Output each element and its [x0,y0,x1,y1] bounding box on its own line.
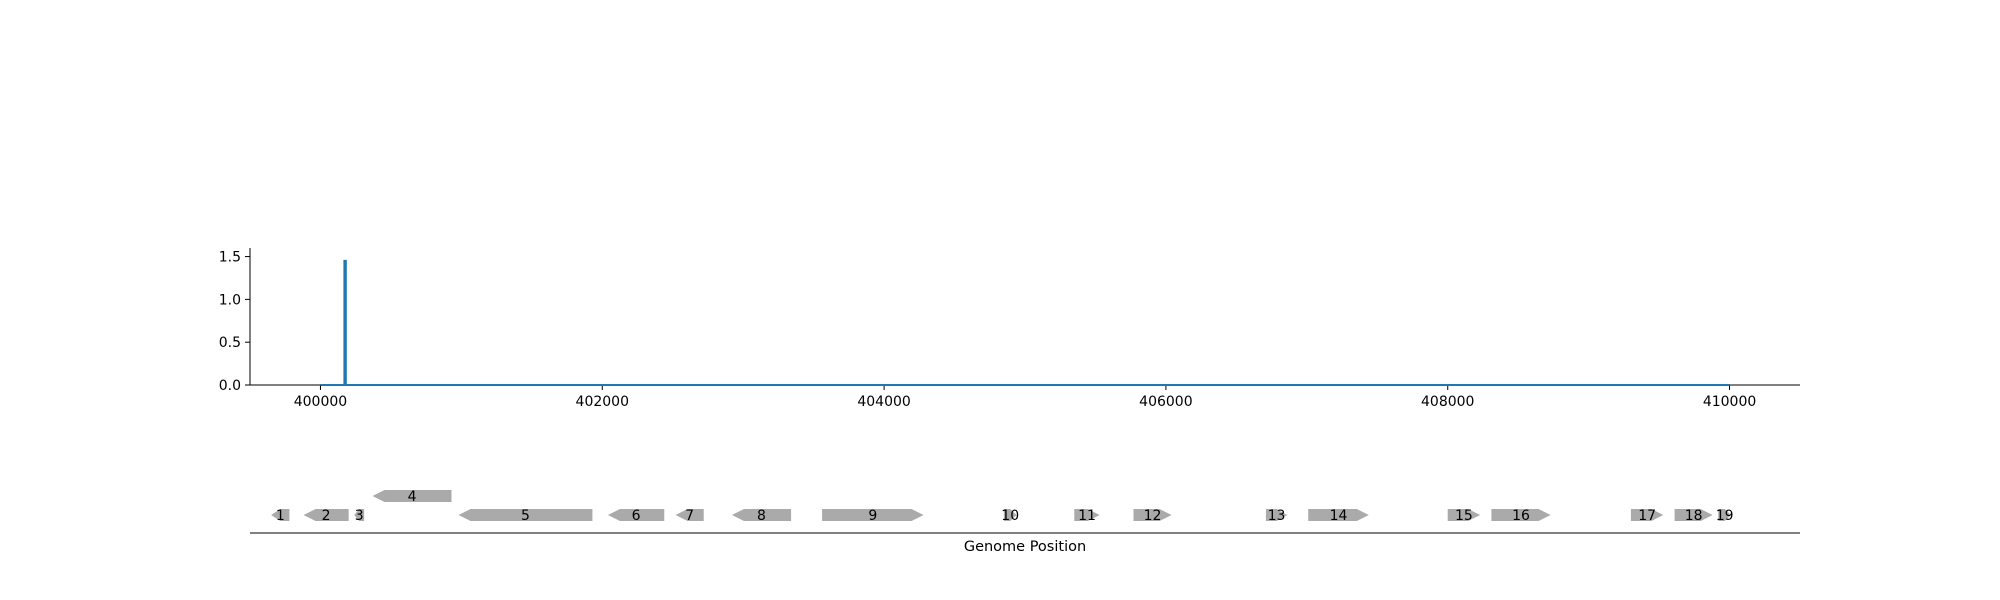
gene-arrow [1003,509,1017,521]
gene-label: 19 [1716,508,1734,524]
gene-label: 4 [408,489,417,505]
gene-label: 5 [521,508,530,524]
x-tick-label: 410000 [1703,394,1756,410]
x-tick-label: 404000 [857,394,910,410]
gene-track-panel: 1 2 345 6 7 8 9 10 11 12 13 14 15 16 17 18 19 [250,489,1800,534]
gene-arrow [1074,509,1100,521]
gene-arrow [607,509,665,521]
x-tick-label: 406000 [1139,394,1192,410]
gene-label: 3 [355,508,364,524]
gene-arrow [1630,509,1664,521]
gene-arrow [354,509,365,521]
gene-arrow [731,509,792,521]
gene-arrow [1674,509,1713,521]
gene-arrow [372,490,452,502]
gene-arrow [1718,509,1731,521]
coverage-line [320,259,1730,386]
gene-label: 7 [685,508,694,524]
x-tick-label: 402000 [576,394,629,410]
gene-label: 8 [757,508,766,524]
gene-arrow [271,509,290,521]
y-tick-label: 1.5 [219,250,241,266]
gene-arrow [1308,509,1369,521]
gene-label: 9 [868,508,877,524]
gene-label: 10 [1001,508,1019,524]
y-tick-label: 0.0 [219,378,241,394]
x-tick-label: 400000 [294,394,347,410]
gene-arrow [1265,509,1288,521]
gene-label: 1 [276,508,285,524]
gene-label: 17 [1638,508,1656,524]
gene-label: 18 [1685,508,1703,524]
gene-label: 6 [632,508,641,524]
y-tick-label: 1.0 [219,292,241,308]
x-tick-label: 408000 [1421,394,1474,410]
gene-label: 16 [1512,508,1530,524]
gene-label: 15 [1455,508,1473,524]
gene-arrow [458,509,593,521]
x-axis-label: Genome Position [964,539,1086,555]
coverage-panel: 400000 402000 404000 406000 408000 410000 0.0 0… [219,248,1800,410]
gene-arrow [1133,509,1172,521]
gene-label: 11 [1078,508,1096,524]
gene-label: 13 [1268,508,1286,524]
gene-label: 12 [1144,508,1162,524]
y-tick-label: 0.5 [219,335,241,351]
gene-arrow [1491,509,1551,521]
gene-arrow [822,509,924,521]
gene-label: 14 [1330,508,1348,524]
gene-arrow [675,509,704,521]
gene-arrow [303,509,349,521]
gene-arrow [1447,509,1481,521]
gene-label: 2 [322,508,331,524]
